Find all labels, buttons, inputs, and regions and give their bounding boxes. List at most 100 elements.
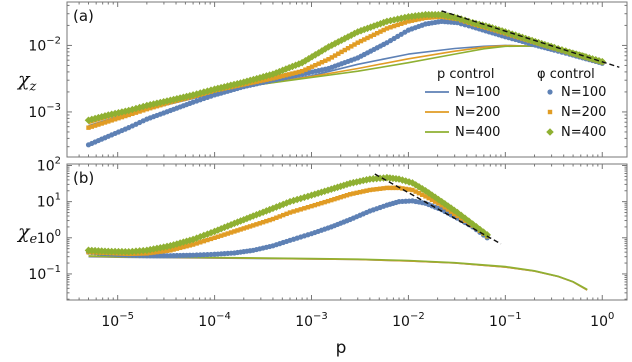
data-point (293, 195, 301, 204)
data-point (461, 214, 469, 223)
x-tick-label: 10−2 (392, 311, 425, 330)
data-point (309, 64, 315, 69)
panel-a-frame (66, 1, 628, 158)
data-point (391, 23, 397, 29)
data-point (400, 186, 405, 191)
data-point (232, 229, 237, 234)
panel-b-label: (b) (73, 169, 94, 187)
data-point (249, 212, 257, 220)
data-point (384, 26, 390, 31)
data-point (377, 186, 383, 191)
data-point (361, 189, 366, 194)
legend-title-phi-control: φ control (537, 67, 595, 82)
data-point (92, 123, 98, 128)
data-point (284, 211, 289, 217)
data-point (305, 205, 311, 210)
data-point (453, 208, 462, 217)
data-point (303, 67, 308, 72)
data-point (222, 232, 227, 237)
data-point (342, 47, 347, 53)
data-point (137, 109, 142, 114)
data-point (161, 248, 166, 254)
data-point (423, 194, 428, 199)
data-point (112, 117, 118, 122)
y-tick-label: 10−3 (28, 102, 61, 121)
panel-b-x-ticks: 10−5 10−4 10−3 10−2 10−1 100 (66, 164, 614, 330)
legend-entry-label: N=200 (561, 105, 606, 120)
data-point (378, 29, 383, 34)
data-point (233, 79, 242, 88)
data-point (315, 201, 321, 207)
data-point (402, 20, 408, 25)
panel-b-y-ticks: 10−1 100 101 102 (28, 155, 627, 300)
data-point (332, 196, 337, 202)
x-tick-label: 100 (590, 311, 614, 330)
panel-a-y-ticks: 10−3 10−2 (28, 4, 627, 148)
data-point (374, 186, 379, 192)
data-point (133, 110, 139, 115)
data-point (187, 243, 193, 248)
data-point (166, 242, 175, 250)
data-point (177, 245, 183, 251)
y-tick-label: 10−1 (28, 264, 61, 283)
data-point (203, 87, 212, 95)
legend-marker-swatch (546, 128, 554, 136)
data-point (364, 188, 369, 193)
data-point (106, 119, 111, 124)
data-point (214, 84, 222, 93)
data-point (220, 83, 229, 91)
data-point (429, 197, 435, 203)
x-tick-label: 10−4 (198, 311, 231, 330)
data-point (367, 187, 373, 193)
data-point (358, 38, 364, 44)
data-point (362, 37, 367, 42)
data-point (194, 241, 199, 246)
data-point (291, 61, 300, 70)
data-point (416, 190, 422, 196)
panel-b-y-axis-label: χe (16, 221, 38, 247)
data-point (485, 23, 493, 31)
data-point (338, 194, 343, 200)
data-point (264, 218, 269, 224)
legend-marker-swatch (547, 89, 553, 95)
data-point (174, 246, 180, 251)
data-point (387, 185, 393, 191)
data-point (339, 49, 344, 55)
data-point (143, 101, 151, 110)
panel-a-label: (a) (73, 7, 94, 25)
data-point (274, 215, 279, 220)
data-point (317, 188, 326, 197)
data-point (395, 22, 400, 28)
data-point (384, 185, 390, 191)
data-point (158, 249, 163, 254)
data-point (296, 69, 302, 75)
data-point (356, 177, 364, 186)
data-point (326, 57, 331, 62)
data-point (390, 185, 396, 191)
data-point (217, 224, 225, 233)
panel-a-x-ticks (66, 2, 603, 157)
data-point (409, 18, 415, 23)
data-point (238, 227, 243, 232)
data-point (294, 208, 300, 213)
legend-title-p-control: p control (437, 67, 494, 82)
data-point (227, 81, 235, 90)
data-point (408, 12, 416, 21)
data-point (290, 71, 295, 76)
data-point (286, 72, 292, 77)
data-point (225, 231, 230, 236)
data-point (332, 53, 338, 58)
data-point (99, 121, 104, 126)
data-point (291, 209, 296, 214)
data-point (306, 65, 311, 71)
data-point (313, 63, 318, 68)
data-point (349, 44, 354, 49)
data-point (397, 14, 406, 23)
data-point (159, 97, 168, 106)
data-point (208, 236, 214, 242)
data-point (198, 240, 203, 245)
data-point (220, 223, 229, 232)
data-point (350, 29, 359, 38)
panel-a: (a) χz 10−3 10−2 p control φ control N=100 N… (16, 1, 628, 158)
